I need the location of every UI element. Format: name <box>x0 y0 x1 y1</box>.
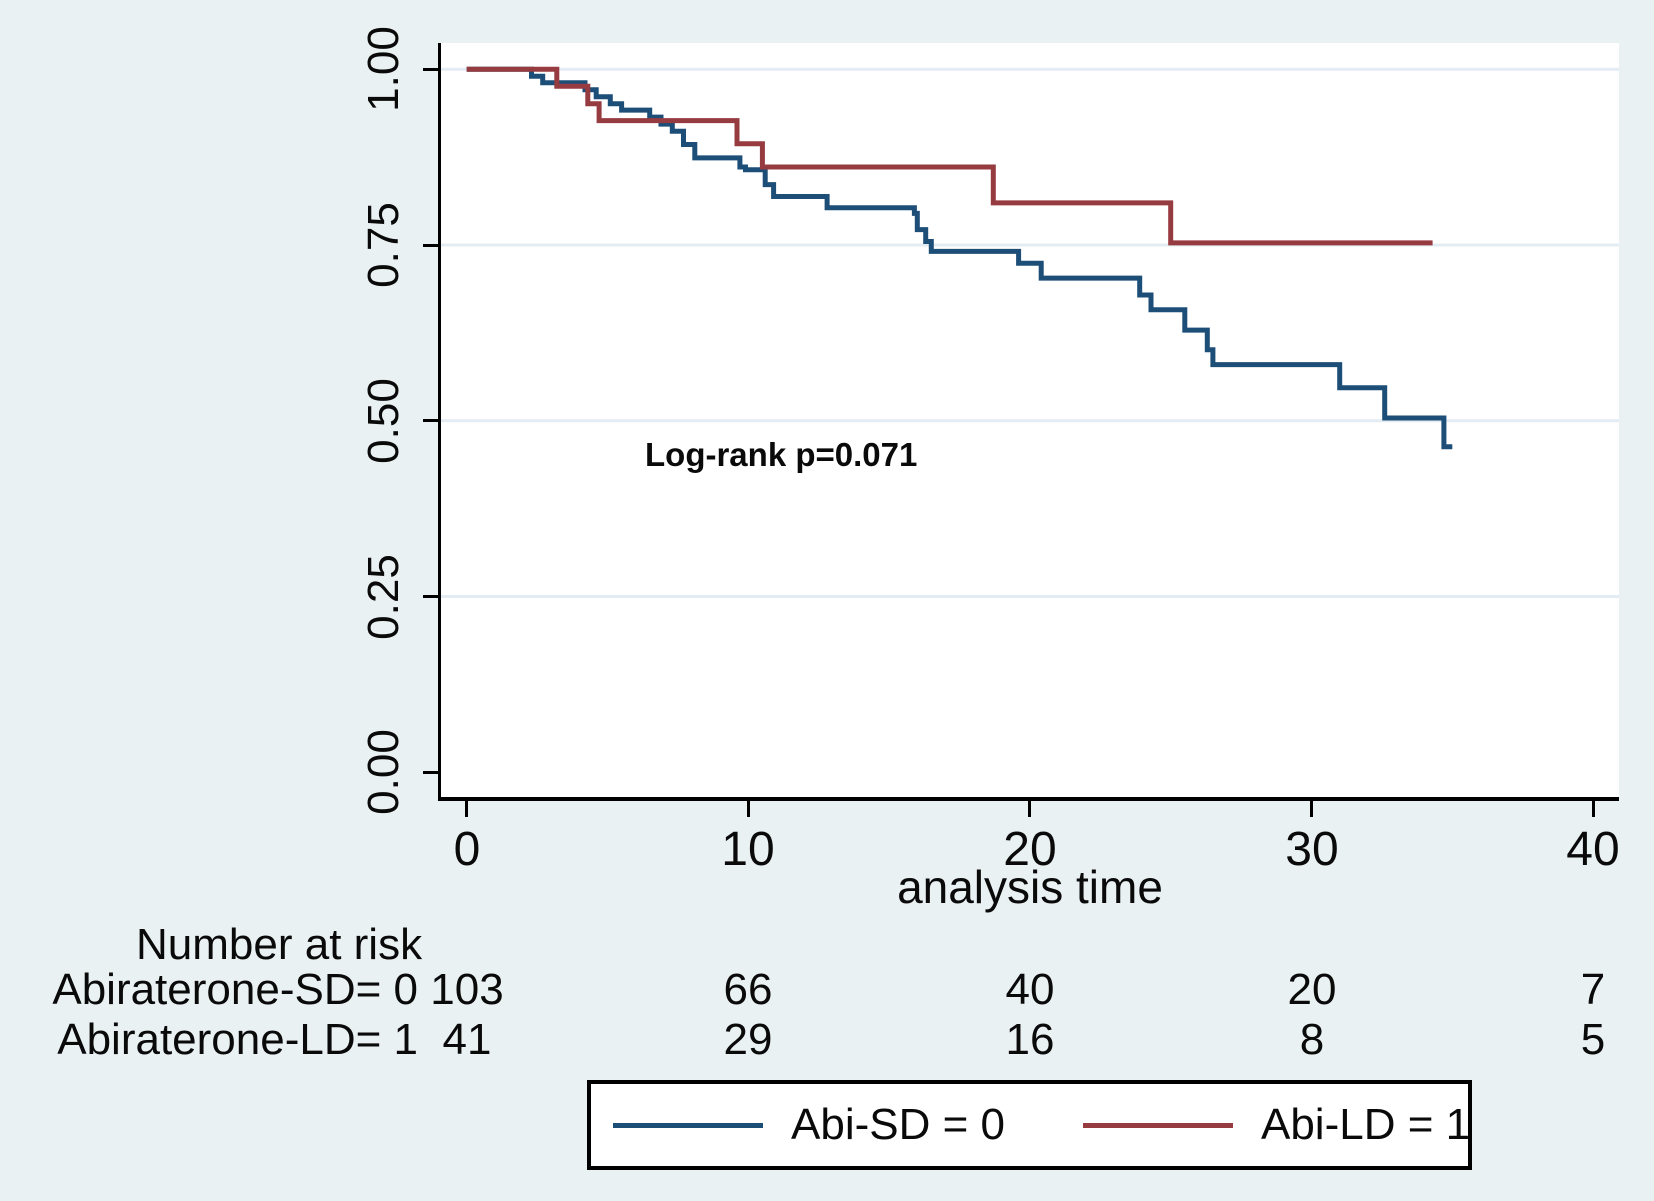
risk-count: 41 <box>442 1015 492 1064</box>
legend-line-swatch <box>613 1122 763 1128</box>
risk-row-label: Abiraterone-LD= 1 <box>57 1015 418 1064</box>
y-tick <box>423 595 439 598</box>
risk-count: 103 <box>430 965 504 1014</box>
x-tick-label: 20 <box>1003 823 1057 876</box>
legend-label: Abi-SD = 0 <box>791 1100 1005 1149</box>
risk-count: 16 <box>1005 1015 1055 1064</box>
legend-line-swatch <box>1082 1122 1233 1128</box>
y-tick <box>423 244 439 247</box>
x-tick <box>1028 801 1031 817</box>
risk-count: 29 <box>723 1015 773 1064</box>
risk-row-label: Abiraterone-SD= 0 <box>52 965 418 1014</box>
y-axis-line <box>438 43 441 800</box>
risk-count: 66 <box>723 965 773 1014</box>
risk-count: 20 <box>1287 965 1337 1014</box>
risk-table-header: Number at risk <box>136 920 423 969</box>
x-axis-line <box>438 797 1619 801</box>
y-tick <box>423 68 439 71</box>
x-tick-label: 0 <box>453 823 481 876</box>
x-tick <box>1310 801 1313 817</box>
risk-count: 7 <box>1580 965 1606 1014</box>
y-tick <box>423 419 439 422</box>
x-tick-label: 40 <box>1566 823 1620 876</box>
y-tick-label: 0.25 <box>359 554 408 640</box>
y-tick <box>423 771 439 774</box>
y-tick-label: 0.50 <box>359 378 408 464</box>
x-tick <box>465 801 468 817</box>
legend-item: Abi-SD = 0 <box>613 1100 1005 1150</box>
x-tick <box>1592 801 1595 817</box>
y-tick-label: 1.00 <box>359 26 408 112</box>
x-tick-label: 30 <box>1285 823 1339 876</box>
legend-label: Abi-LD = 1 <box>1260 1100 1471 1149</box>
km-curve-abi-sd <box>466 66 1453 450</box>
x-tick <box>747 801 750 817</box>
risk-count: 8 <box>1299 1015 1325 1064</box>
risk-count: 40 <box>1005 965 1055 1014</box>
legend-box: Abi-SD = 0 Abi-LD = 1 <box>587 1080 1472 1170</box>
x-tick-label: 10 <box>721 823 775 876</box>
y-tick-label: 0.75 <box>359 202 408 288</box>
risk-count: 5 <box>1580 1015 1606 1064</box>
x-axis-title: analysis time <box>897 861 1163 913</box>
legend-item: Abi-LD = 1 <box>1082 1100 1471 1150</box>
km-curve-abi-ld <box>466 66 1433 246</box>
plot-area: Log-rank p=0.071 <box>441 43 1619 797</box>
log-rank-annotation: Log-rank p=0.071 <box>645 436 918 473</box>
survival-curves-svg <box>441 66 1619 599</box>
